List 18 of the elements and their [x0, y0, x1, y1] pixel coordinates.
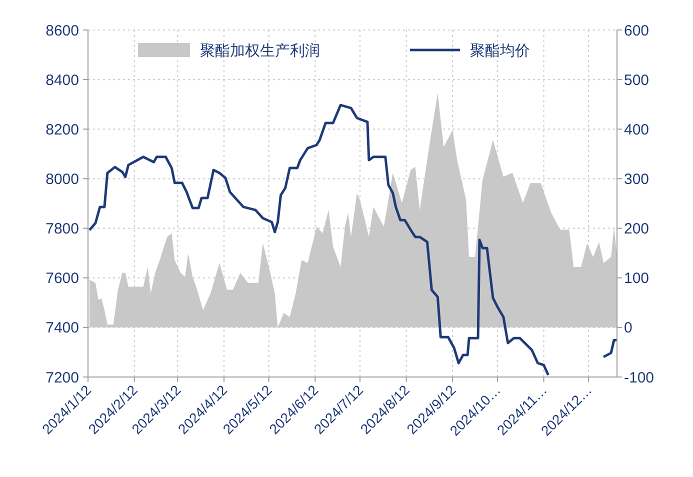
y2-tick-label: 600: [624, 22, 650, 40]
legend-label: 聚酯加权生产利润: [200, 42, 320, 60]
y-tick-label: 8000: [46, 170, 79, 188]
y2-tick-label: -100: [624, 369, 654, 386]
y-tick-label: 7600: [46, 270, 79, 288]
y2-tick-label: 0: [624, 320, 632, 337]
y2-tick-label: 400: [624, 121, 650, 138]
y-tick-label: 8400: [46, 72, 79, 89]
y-tick-label: 8200: [46, 121, 79, 138]
y2-tick-label: 500: [624, 72, 650, 89]
legend-label: 聚酯均价: [470, 42, 530, 60]
y-tick-label: 7800: [46, 220, 79, 238]
y-tick-label: 8600: [46, 22, 79, 40]
y2-tick-label: 300: [624, 170, 650, 188]
y-tick-label: 7200: [46, 369, 79, 386]
y2-tick-label: 100: [624, 270, 650, 288]
y-tick-label: 7400: [46, 320, 79, 337]
y2-tick-label: 200: [624, 220, 650, 238]
